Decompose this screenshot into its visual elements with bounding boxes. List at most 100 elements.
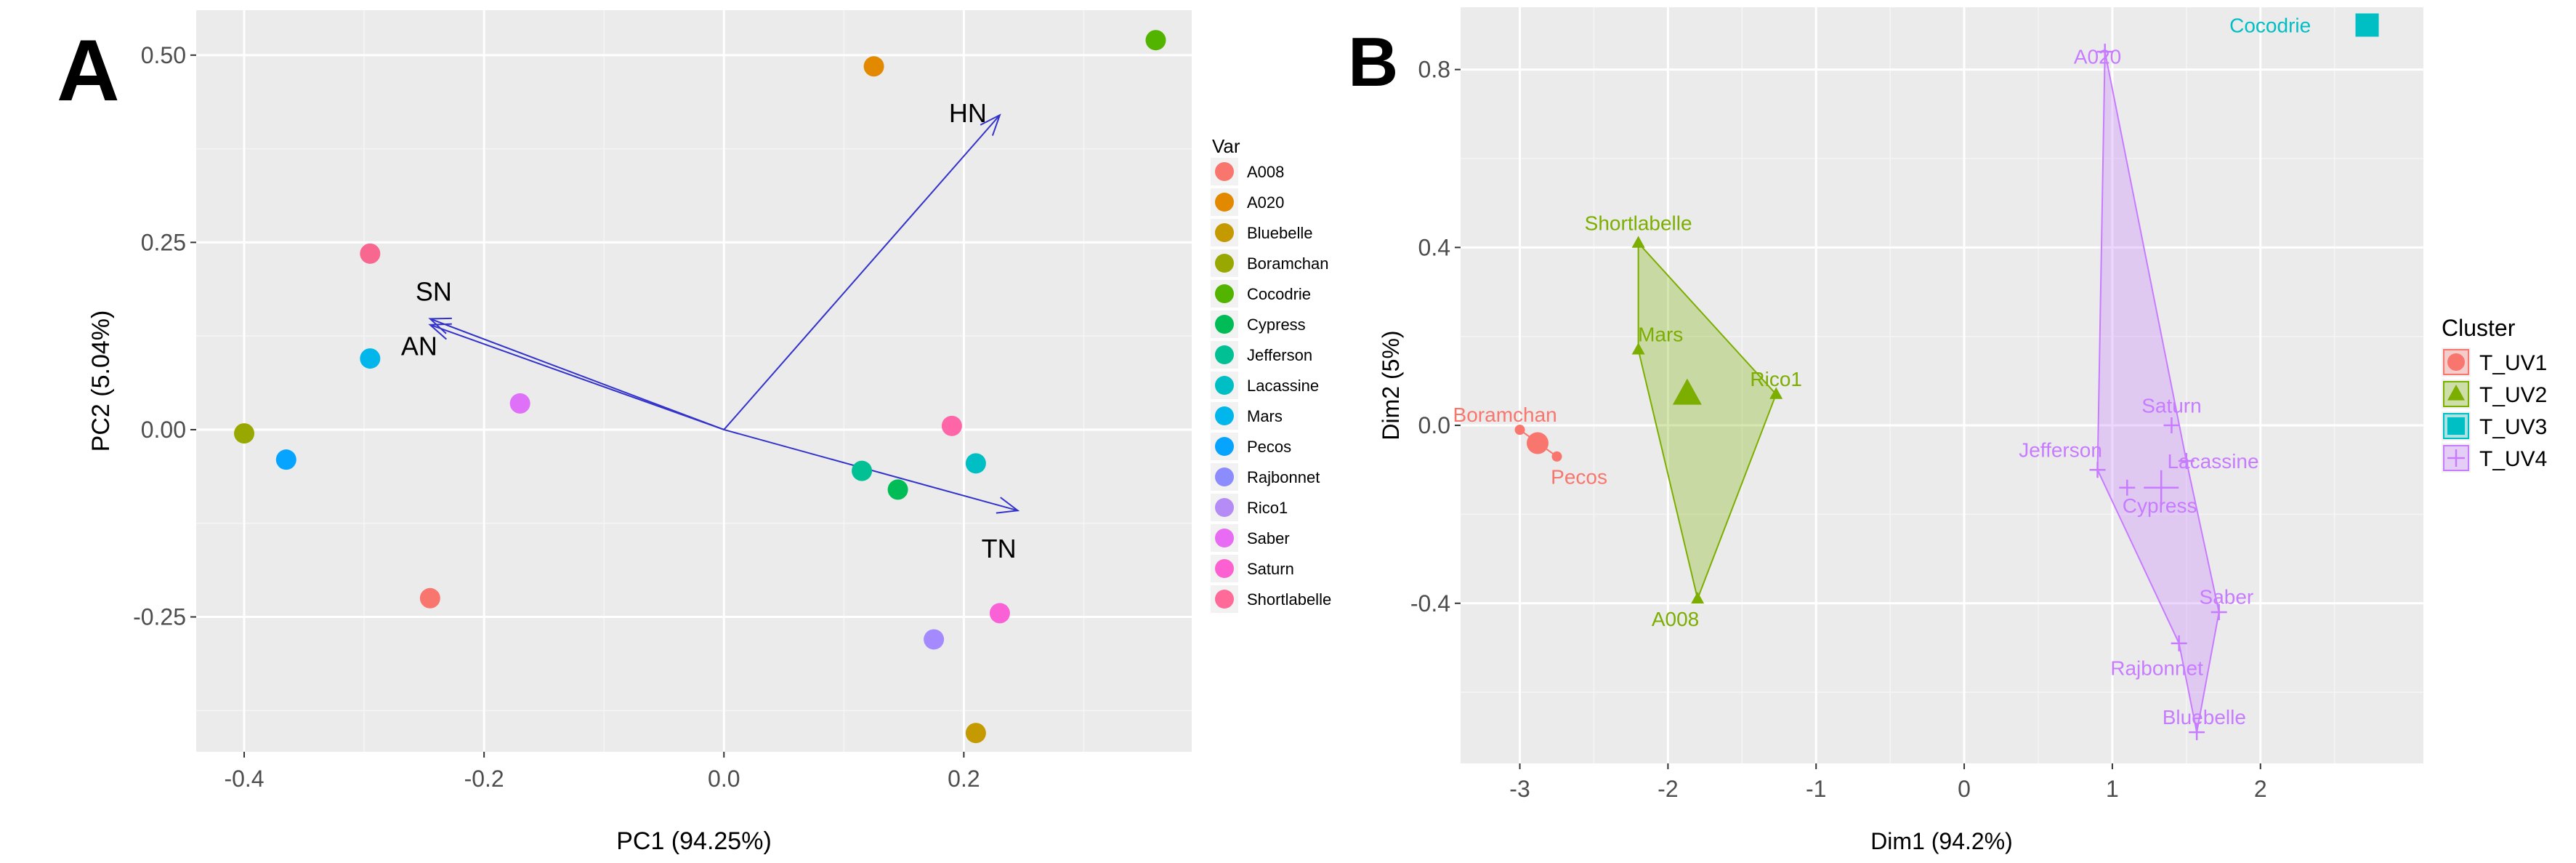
x-tick-label: -0.2: [464, 766, 504, 792]
point-label-rajbonnet: Rajbonnet: [2110, 657, 2203, 679]
point-label-saber: Saber: [2200, 586, 2254, 609]
point-shortlabelle: [1631, 236, 1645, 248]
legend-key-cocodrie: [1215, 284, 1234, 303]
legend-label-lacassine: Lacassine: [1247, 377, 1319, 395]
legend-key-boramchan: [1215, 254, 1234, 273]
legend-label-bluebelle: Bluebelle: [1247, 224, 1313, 242]
point-a020: [2096, 44, 2113, 60]
point-bluebelle: [965, 723, 986, 744]
point-label-pecos: Pecos: [1551, 465, 1607, 488]
legend-key-saturn: [1215, 559, 1234, 578]
y-tick-label: 0.50: [141, 42, 186, 68]
legend-label-rajbonnet: Rajbonnet: [1247, 468, 1320, 486]
x-tick-label: 0.0: [708, 766, 740, 792]
legend-label-boramchan: Boramchan: [1247, 254, 1329, 273]
point-rajbonnet: [2171, 635, 2187, 651]
x-tick-label: -2: [1658, 776, 1678, 802]
point-rico1: [1769, 387, 1783, 399]
legend-key-pecos: [1215, 437, 1234, 456]
x-tick-label: 0.2: [948, 766, 980, 792]
legend-key-jefferson: [1215, 345, 1234, 364]
point-label-shortlabelle: Shortlabelle: [1585, 212, 1692, 235]
legend-key-rajbonnet: [1215, 467, 1234, 486]
panel-a-letter: A: [57, 22, 120, 119]
legend-key-cypress: [1215, 315, 1234, 334]
panel-a-legend-title: Var: [1212, 135, 1240, 157]
point-jefferson: [2089, 462, 2106, 478]
point-saber: [2210, 604, 2227, 620]
legend-key-t-uv4: [2447, 449, 2465, 467]
point-label-rico1: Rico1: [1750, 368, 1802, 390]
x-tick-label: -3: [1509, 776, 1530, 802]
legend-label-t-uv2: T_UV2: [2479, 383, 2547, 407]
vector-an: [429, 324, 724, 430]
panel-b-x-ticks: -3 -2 -1 0 1 2: [1509, 763, 2267, 802]
legend-key-saber: [1215, 529, 1234, 547]
legend-label-cocodrie: Cocodrie: [1247, 285, 1311, 303]
vector-label-hn: HN: [949, 98, 987, 128]
panel-a-points: [234, 30, 1166, 744]
point-lacassine: [2178, 453, 2195, 469]
legend-label-t-uv1: T_UV1: [2479, 351, 2547, 375]
point-boramchan: [1514, 425, 1525, 435]
legend-label-a008: A008: [1247, 163, 1284, 181]
point-cypress: [2119, 479, 2136, 496]
panel-a-vectors: HN SN AN TN: [401, 98, 1020, 563]
panel-a-y-axis-label: PC2 (5.04%): [87, 310, 115, 452]
y-tick-label: 0.4: [1418, 234, 1450, 260]
point-a008: [419, 587, 440, 609]
panel-a-gridlines: [196, 10, 1192, 752]
centroid-t-uv1: [1527, 432, 1549, 454]
panel-b-letter: B: [1348, 23, 1398, 101]
panel-b-point-labels: Boramchan Pecos Shortlabelle Mars Rico1 A008 C…: [1453, 14, 2311, 728]
x-tick-label: 1: [2106, 776, 2119, 802]
legend-key-bluebelle: [1215, 223, 1234, 242]
point-lacassine: [965, 453, 986, 474]
panel-a-x-ticks: -0.4 -0.2 0.0 0.2: [224, 752, 980, 792]
y-tick-label: -0.4: [1410, 590, 1450, 617]
point-label-saturn: Saturn: [2141, 395, 2202, 417]
point-boramchan: [234, 423, 255, 444]
legend-key-mars: [1215, 406, 1234, 425]
legend-label-saturn: Saturn: [1247, 560, 1294, 578]
point-label-a020: A020: [2074, 45, 2121, 68]
panel-a: A HN SN AN TN -0.4 -0.2 0.0 0.2 -0.25 0.00 0.25 0…: [57, 10, 1331, 855]
y-tick-label: 0.0: [1418, 412, 1450, 438]
point-saber: [989, 603, 1010, 624]
y-tick-label: 0.25: [141, 229, 186, 255]
panel-b: B Boramchan Pecos Shortlabelle Mars Rico1 A00…: [1348, 7, 2547, 854]
y-tick-label: 0.8: [1418, 57, 1450, 83]
point-label-boramchan: Boramchan: [1453, 404, 1557, 426]
point-jefferson: [852, 460, 873, 481]
point-label-cypress: Cypress: [2123, 494, 2197, 517]
x-tick-label: 0: [1958, 776, 1971, 802]
legend-key-lacassine: [1215, 376, 1234, 395]
point-label-jefferson: Jefferson: [2019, 439, 2102, 462]
vector-arrowhead-an: [428, 323, 452, 340]
panel-b-x-axis-label: Dim1 (94.2%): [1870, 828, 2013, 854]
point-bluebelle: [2189, 724, 2205, 741]
point-a020: [863, 56, 884, 77]
panel-b-legend: Cluster T_UV1 T_UV2 T_UV3 T_UV4: [2442, 315, 2547, 473]
y-tick-label: 0.00: [141, 417, 186, 443]
legend-key-t-uv1: [2447, 353, 2465, 371]
x-tick-label: -0.4: [224, 766, 264, 792]
centroid-t-uv2: [1672, 378, 1702, 405]
point-cocodrie: [2355, 13, 2379, 37]
legend-key-a008: [1215, 162, 1234, 181]
point-shortlabelle: [360, 243, 381, 264]
panel-a-legend: Var A008 A020 Bluebelle Boramchan Cocodrie Cy…: [1211, 135, 1331, 613]
point-rajbonnet: [924, 629, 945, 650]
vector-arrowhead-tn: [996, 497, 1020, 514]
legend-key-t-uv3: [2447, 417, 2465, 435]
panel-a-x-axis-label: PC1 (94.25%): [616, 827, 772, 855]
point-label-a008: A008: [1652, 608, 1699, 630]
vector-label-an: AN: [401, 332, 437, 361]
legend-label-shortlabelle: Shortlabelle: [1247, 590, 1331, 609]
point-a008: [1691, 591, 1705, 604]
point-label-lacassine: Lacassine: [2167, 450, 2258, 473]
point-label-bluebelle: Bluebelle: [2163, 706, 2246, 728]
vector-arrowhead-hn: [980, 113, 1001, 136]
legend-label-mars: Mars: [1247, 407, 1283, 425]
panel-b-plot-background: [1461, 7, 2423, 763]
